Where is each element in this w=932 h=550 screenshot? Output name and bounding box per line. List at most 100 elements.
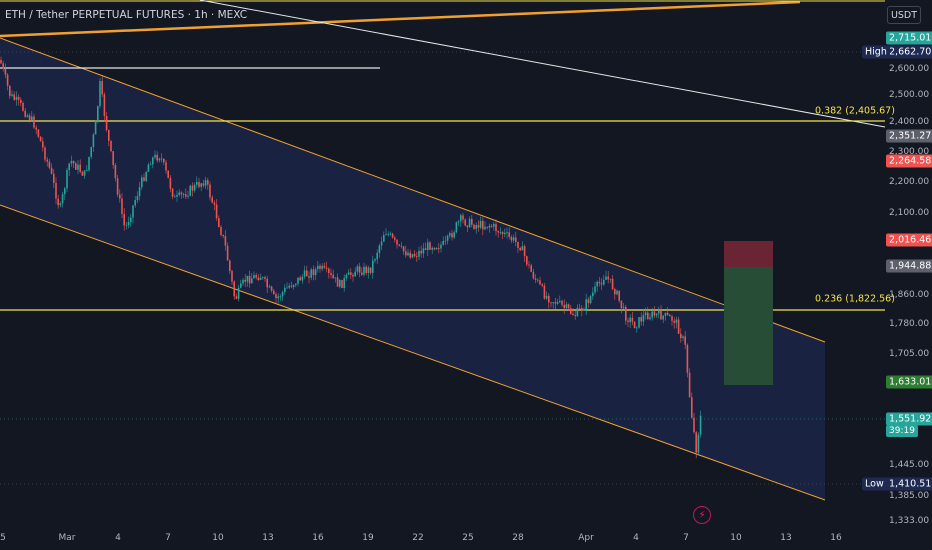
candle-body [636, 327, 638, 329]
time-tick: 7 [683, 533, 689, 543]
candle-body [554, 302, 557, 304]
candle-body [207, 180, 209, 185]
candle-body [552, 302, 554, 304]
candle-body [215, 204, 218, 219]
candle-body [295, 283, 297, 285]
candle-body [572, 313, 574, 316]
candle-body [688, 372, 691, 398]
candle-body [422, 248, 425, 254]
candle-body [633, 321, 636, 329]
candle-body [499, 231, 502, 233]
time-tick: Apr [578, 533, 594, 543]
candle-body [596, 281, 598, 287]
candle-body [130, 217, 132, 223]
candle-body [57, 198, 59, 206]
time-tick: 22 [412, 533, 424, 543]
candle-body [358, 266, 361, 273]
candle-body [431, 247, 433, 250]
lightning-bolt-icon[interactable]: ⚡ [693, 506, 711, 524]
candle-body [378, 245, 381, 253]
candle-body [574, 315, 576, 317]
candle-body [391, 233, 394, 238]
candle-body [220, 226, 222, 235]
candle-body [611, 278, 614, 290]
candle-body [530, 265, 532, 272]
candle-body [534, 278, 537, 280]
candle-body [321, 265, 323, 269]
candle-body [607, 276, 609, 280]
candle-body [72, 160, 75, 164]
price-tick: 1,333.00 [889, 516, 930, 526]
candle-body [336, 277, 339, 287]
time-tick: Mar [58, 533, 76, 543]
candle-body [523, 246, 526, 257]
candle-body [515, 237, 517, 242]
candle-body [682, 336, 684, 339]
price-tag-top: 2,715.01 [886, 31, 932, 45]
candle-body [6, 74, 9, 86]
orange-trend-line [0, 0, 801, 38]
candle-body [134, 200, 136, 206]
candle-body [416, 256, 418, 258]
candle-body [262, 277, 264, 278]
candle-body [189, 185, 191, 196]
candle-body [46, 159, 48, 162]
candle-body [600, 283, 603, 285]
candle-body [123, 213, 125, 226]
candle-body [235, 296, 238, 299]
candle-body [442, 240, 444, 245]
candle-body [237, 287, 240, 299]
candle-body [396, 239, 398, 245]
candle-body [92, 134, 95, 147]
candle-body [438, 247, 440, 249]
candle-body [429, 242, 431, 250]
candle-body [28, 115, 31, 121]
candle-body [152, 157, 154, 165]
candle-body [680, 333, 682, 339]
candle-body [266, 278, 268, 288]
currency-button[interactable]: USDT [887, 6, 921, 24]
candle-body [306, 270, 308, 277]
candle-body [42, 141, 44, 148]
candle-body [176, 194, 178, 197]
candle-body [83, 170, 86, 176]
candle-body [581, 307, 583, 311]
candle-body [512, 237, 515, 241]
candle-body [409, 252, 411, 258]
candle-body [163, 158, 165, 163]
candle-body [174, 196, 176, 198]
candle-body [594, 286, 596, 293]
candle-body [319, 265, 321, 269]
candle-body [292, 284, 295, 287]
candle-body [231, 271, 233, 282]
candle-body [644, 312, 647, 316]
candle-body [303, 270, 306, 277]
candle-body [427, 242, 429, 250]
candle-body [570, 308, 572, 314]
candle-body [618, 290, 620, 301]
candle-body [457, 221, 460, 223]
candle-body [53, 173, 55, 183]
candle-body [365, 266, 367, 273]
time-tick: 16 [830, 533, 842, 543]
candle-body [105, 115, 108, 131]
candle-body [9, 85, 11, 96]
candle-body [561, 300, 563, 305]
candle-body [567, 304, 570, 309]
candle-body [99, 81, 101, 107]
candle-body [528, 264, 530, 266]
candle-body [376, 252, 378, 260]
candle-body [664, 312, 667, 316]
candle-body [323, 265, 326, 268]
candle-body [627, 320, 629, 323]
candle-body [185, 194, 187, 197]
candle-body [101, 81, 103, 95]
candle-body [482, 220, 484, 230]
candle-body [339, 280, 341, 287]
candle-body [629, 317, 631, 323]
candle-body [389, 233, 392, 235]
candle-body [77, 164, 79, 170]
candle-body [444, 240, 447, 242]
time-tick: 16 [312, 533, 324, 543]
